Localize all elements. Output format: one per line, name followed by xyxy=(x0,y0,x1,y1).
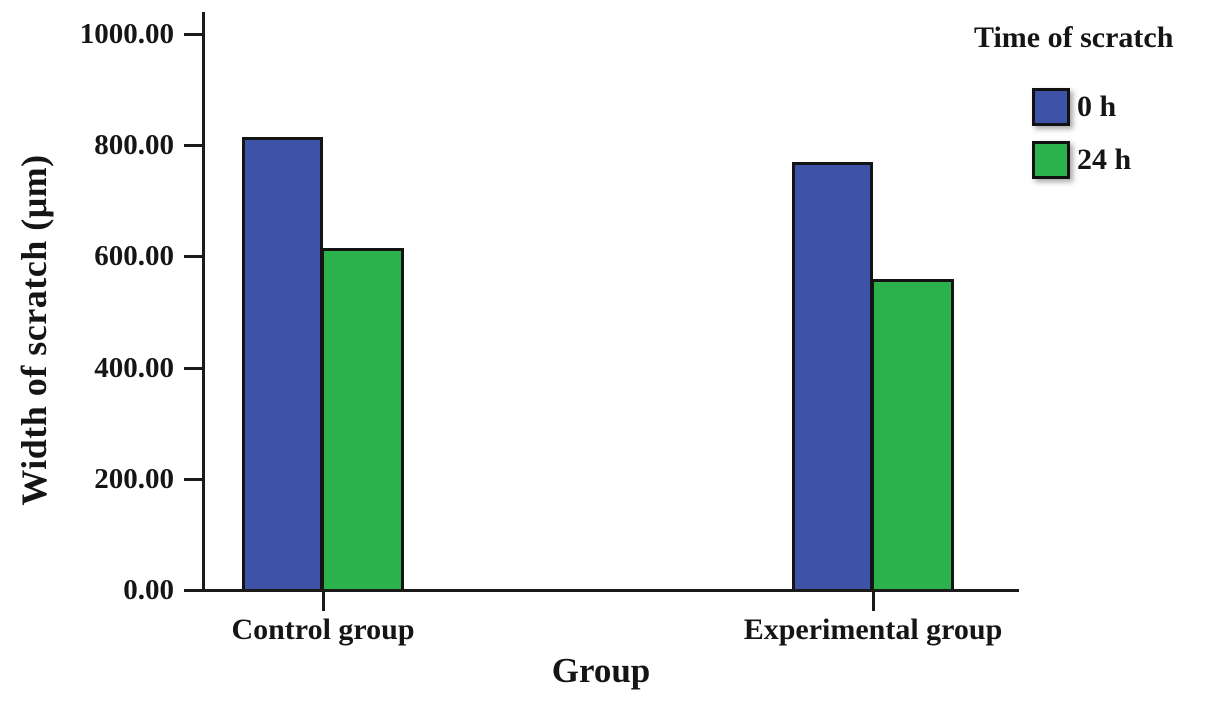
legend-item-0h: 0 h xyxy=(1032,88,1173,126)
legend: Time of scratch 0 h 24 h xyxy=(974,20,1173,194)
y-tick-mark xyxy=(184,255,203,259)
y-tick-label: 600.00 xyxy=(94,240,174,273)
bar-control-group-0-h xyxy=(242,136,323,592)
y-tick-label: 0.00 xyxy=(123,574,174,606)
legend-swatch-0h-icon xyxy=(1032,88,1070,126)
y-axis-line xyxy=(202,12,205,592)
y-tick-label: 1000.00 xyxy=(79,18,174,50)
y-tick-mark xyxy=(184,33,203,36)
legend-title: Time of scratch xyxy=(974,21,1174,54)
legend-label-24h: 24 h xyxy=(1077,143,1132,176)
legend-label-0h: 0 h xyxy=(1077,90,1117,123)
y-tick-mark xyxy=(184,366,203,370)
legend-swatch-24h-icon xyxy=(1032,141,1070,179)
bar-control-group-24-h xyxy=(321,248,404,592)
x-tick-mark-experimental-group xyxy=(872,592,875,611)
x-axis-title: Group xyxy=(551,651,651,690)
x-tick-label-experimental-group: Experimental group xyxy=(743,613,1003,646)
y-tick-mark xyxy=(184,144,203,148)
y-tick-mark xyxy=(184,477,203,481)
y-tick-label: 400.00 xyxy=(94,351,174,384)
x-axis-line xyxy=(202,589,1019,592)
bar-experimental-group-0-h xyxy=(792,161,873,592)
y-axis-title: Width of scratch (μm) xyxy=(14,154,54,506)
x-tick-mark-control-group xyxy=(322,592,325,611)
y-tick-label: 800.00 xyxy=(94,129,174,162)
legend-item-24h: 24 h xyxy=(1032,141,1173,179)
bar-experimental-group-24-h xyxy=(871,278,954,592)
x-tick-label-control-group: Control group xyxy=(231,613,415,646)
y-tick-mark xyxy=(184,589,203,592)
y-tick-label: 200.00 xyxy=(94,462,174,495)
